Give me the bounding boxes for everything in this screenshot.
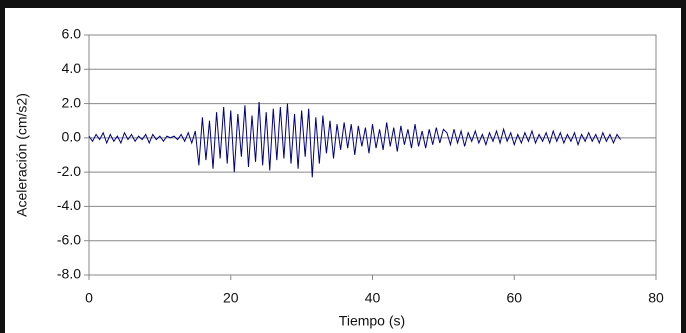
y-tick-label: -8.0: [57, 266, 81, 282]
x-tick-label: 80: [648, 290, 664, 306]
y-tick-label: 0.0: [62, 129, 82, 145]
y-tick-label: 2.0: [62, 94, 82, 110]
data-line: [88, 101, 621, 178]
y-axis-label: Aceleración (cm/s2): [14, 93, 30, 217]
x-tick-label: 40: [365, 290, 381, 306]
x-tick-label: 20: [223, 290, 239, 306]
y-tick-label: -2.0: [57, 163, 81, 179]
y-tick-label: -6.0: [57, 231, 81, 247]
y-tick-label: 4.0: [62, 60, 82, 76]
chart-background: [5, 8, 681, 333]
x-axis-label: Tiempo (s): [339, 313, 405, 329]
y-tick-label: -4.0: [57, 197, 81, 213]
x-tick-label: 0: [85, 290, 93, 306]
y-tick-label: 6.0: [62, 26, 82, 42]
x-tick-label: 60: [506, 290, 522, 306]
plot-border: [88, 34, 657, 276]
